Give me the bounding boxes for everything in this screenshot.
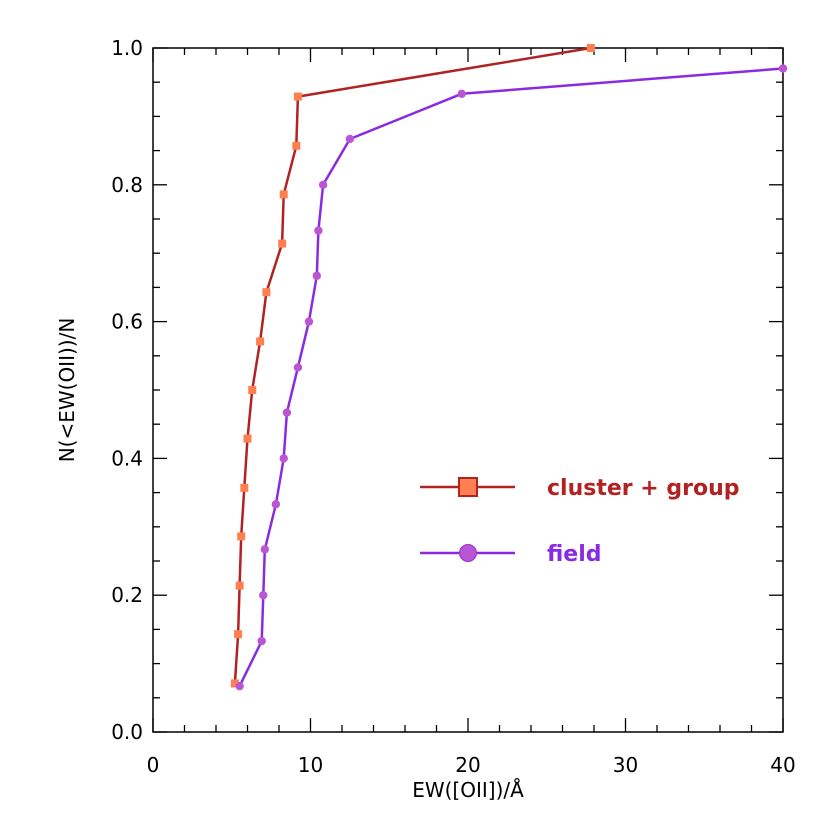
data-point bbox=[259, 591, 268, 600]
series-1 bbox=[235, 64, 788, 691]
tick-labels: 0 10 20 30 40 0.0 0.2 0.4 0.6 0.8 1.0 bbox=[111, 36, 796, 777]
data-point bbox=[293, 92, 302, 101]
data-point bbox=[237, 532, 246, 541]
data-point bbox=[235, 581, 244, 590]
legend-label-field: field bbox=[547, 542, 602, 567]
data-point bbox=[240, 483, 249, 492]
y-tick-label: 0.4 bbox=[111, 446, 143, 470]
data-point bbox=[457, 89, 466, 99]
x-axis-label: EW([OII])/Å bbox=[412, 778, 524, 802]
x-tick-label: 10 bbox=[298, 753, 323, 777]
legend: cluster + group field bbox=[420, 476, 740, 567]
axis-ticks bbox=[152, 47, 784, 733]
y-tick-label: 0.0 bbox=[111, 720, 143, 744]
data-point bbox=[234, 630, 243, 639]
x-tick-label: 0 bbox=[147, 753, 160, 777]
data-point bbox=[271, 500, 281, 509]
data-point bbox=[318, 180, 328, 189]
data-point bbox=[243, 434, 252, 443]
data-point bbox=[279, 454, 288, 463]
data-point bbox=[257, 636, 266, 646]
data-point bbox=[230, 679, 239, 688]
plot-frame bbox=[152, 47, 784, 733]
data-point bbox=[292, 141, 301, 150]
y-tick-label: 0.2 bbox=[111, 583, 143, 607]
data-point bbox=[778, 64, 788, 73]
data-point bbox=[586, 44, 595, 52]
series-0 bbox=[230, 44, 595, 688]
data-point bbox=[279, 190, 288, 199]
data-point bbox=[345, 134, 355, 144]
y-tick-label: 0.8 bbox=[111, 173, 143, 197]
data-point bbox=[256, 337, 265, 346]
series-layer bbox=[230, 44, 788, 691]
data-point bbox=[293, 363, 303, 372]
series-line bbox=[238, 67, 784, 687]
y-tick-label: 1.0 bbox=[111, 36, 143, 60]
x-tick-label: 30 bbox=[613, 753, 638, 777]
data-point bbox=[260, 545, 270, 554]
data-point bbox=[304, 317, 314, 326]
data-point bbox=[278, 239, 287, 248]
data-point bbox=[312, 271, 321, 280]
x-tick-label: 40 bbox=[770, 753, 795, 777]
legend-marker-field bbox=[459, 544, 477, 562]
data-point bbox=[314, 226, 323, 235]
x-tick-label: 20 bbox=[455, 753, 480, 777]
legend-marker-cluster bbox=[458, 477, 478, 497]
series-line bbox=[233, 46, 592, 684]
data-point bbox=[248, 386, 257, 394]
y-tick-label: 0.6 bbox=[111, 310, 143, 334]
data-point bbox=[262, 288, 271, 297]
y-axis-label: N(<EW(OII))/N bbox=[55, 318, 79, 463]
legend-label-cluster: cluster + group bbox=[547, 476, 740, 501]
data-point bbox=[235, 681, 244, 691]
data-point bbox=[282, 408, 292, 417]
